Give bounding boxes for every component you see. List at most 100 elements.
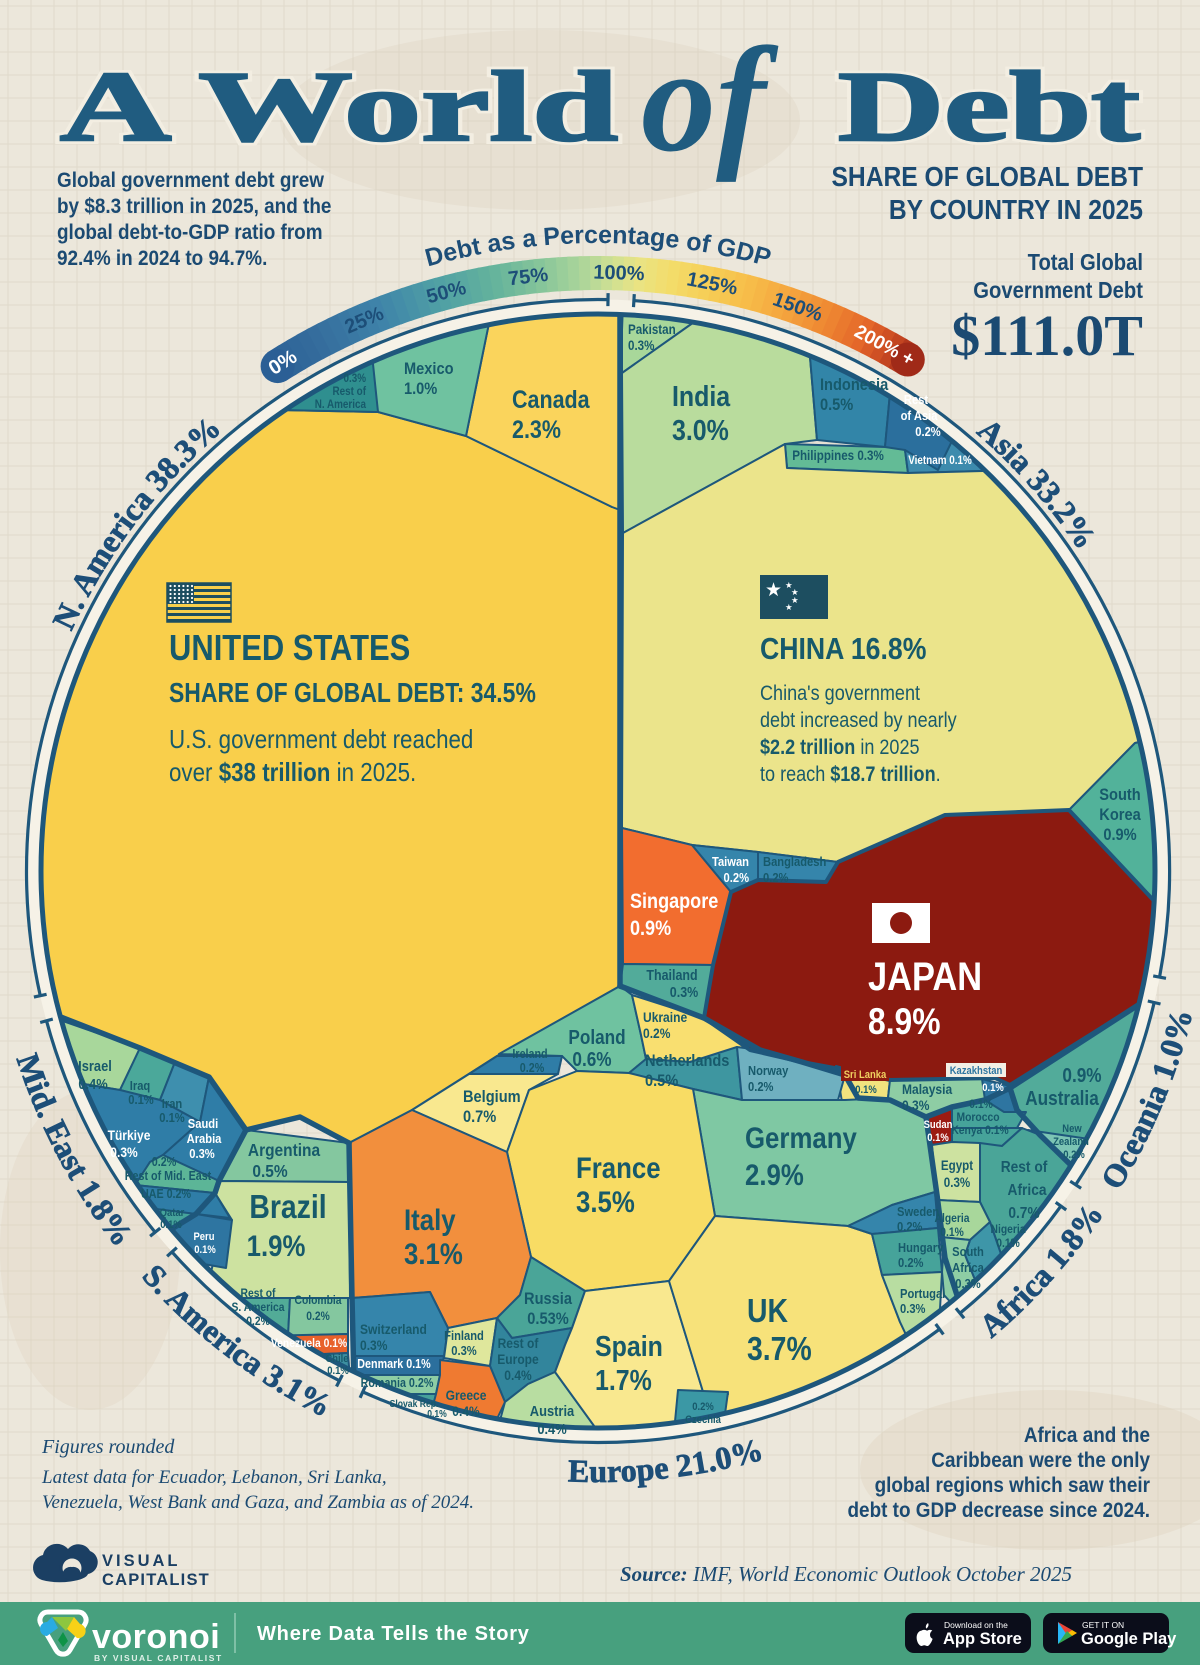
svg-text:Philippines 0.3%: Philippines 0.3% — [792, 448, 884, 463]
svg-text:Greece: Greece — [446, 1387, 487, 1403]
svg-text:over $38 trillion in 2025.: over $38 trillion in 2025. — [169, 758, 416, 787]
svg-text:2.3%: 2.3% — [512, 415, 561, 443]
svg-text:2.9%: 2.9% — [745, 1158, 804, 1191]
svg-text:0.9%: 0.9% — [1103, 826, 1136, 844]
svg-text:Sweden: Sweden — [897, 1204, 939, 1219]
svg-text:0.1%: 0.1% — [327, 1365, 349, 1377]
svg-text:VISUAL: VISUAL — [102, 1552, 181, 1570]
svg-text:Finland: Finland — [444, 1328, 484, 1343]
svg-text:0.5%: 0.5% — [820, 396, 853, 414]
svg-text:0.1%: 0.1% — [996, 1237, 1020, 1250]
svg-text:0.6%: 0.6% — [572, 1048, 612, 1071]
svg-text:0.9%: 0.9% — [1062, 1064, 1102, 1087]
svg-text:Germany: Germany — [745, 1121, 857, 1154]
svg-text:Debt: Debt — [838, 51, 1140, 162]
svg-text:India: India — [672, 380, 731, 412]
svg-text:Slovak Rep.: Slovak Rep. — [390, 1398, 439, 1409]
svg-text:Mexico: Mexico — [404, 360, 454, 378]
svg-text:Belgium: Belgium — [463, 1088, 521, 1106]
svg-text:Peru: Peru — [193, 1231, 214, 1243]
svg-text:UAE 0.2%: UAE 0.2% — [141, 1187, 192, 1201]
svg-text:0.3%: 0.3% — [110, 1144, 138, 1160]
svg-text:Debt: Debt — [838, 51, 1140, 162]
svg-text:★: ★ — [785, 580, 793, 590]
svg-text:Government Debt: Government Debt — [973, 277, 1143, 304]
svg-text:0.3%: 0.3% — [900, 1301, 926, 1316]
svg-text:Google Play: Google Play — [1081, 1630, 1177, 1648]
svg-text:A World: A World — [60, 51, 618, 162]
svg-text:GET IT ON: GET IT ON — [1082, 1620, 1124, 1630]
svg-text:3.7%: 3.7% — [747, 1330, 812, 1368]
svg-text:Vietnam 0.1%: Vietnam 0.1% — [908, 454, 972, 467]
svg-text:App Store: App Store — [943, 1630, 1022, 1648]
svg-text:Bangladesh: Bangladesh — [763, 854, 826, 869]
svg-text:0.2%: 0.2% — [897, 1219, 923, 1234]
svg-text:CAPITALIST: CAPITALIST — [102, 1571, 210, 1589]
svg-text:1.0%: 1.0% — [404, 380, 437, 398]
svg-text:Europe: Europe — [497, 1351, 538, 1367]
svg-text:0.3%: 0.3% — [360, 1337, 388, 1353]
svg-text:★: ★ — [791, 595, 799, 605]
svg-text:Rest of: Rest of — [498, 1335, 539, 1351]
svg-text:Rest of: Rest of — [241, 1287, 276, 1300]
svg-text:0.9%: 0.9% — [630, 917, 671, 941]
svg-text:0.3%: 0.3% — [451, 1343, 477, 1358]
svg-text:0.1%: 0.1% — [927, 1132, 949, 1144]
svg-text:3.5%: 3.5% — [576, 1185, 635, 1218]
svg-text:debt increased by nearly: debt increased by nearly — [760, 709, 957, 733]
svg-text:Iraq: Iraq — [130, 1078, 150, 1093]
svg-text:Hungary: Hungary — [898, 1240, 944, 1255]
svg-text:Austria: Austria — [530, 1402, 575, 1419]
svg-text:Argentina: Argentina — [248, 1140, 321, 1160]
svg-text:3.1%: 3.1% — [404, 1237, 463, 1270]
svg-text:by $8.3 trillion in 2025, and: by $8.3 trillion in 2025, and the — [57, 195, 331, 218]
svg-text:to reach $18.7 trillion.: to reach $18.7 trillion. — [760, 763, 941, 787]
svg-text:0.3%: 0.3% — [902, 1097, 930, 1113]
svg-text:Chile: Chile — [325, 1353, 348, 1365]
svg-text:SHARE OF GLOBAL DEBT: 34.5%: SHARE OF GLOBAL DEBT: 34.5% — [169, 678, 536, 709]
svg-text:0.3%: 0.3% — [955, 1276, 981, 1291]
svg-text:Egypt: Egypt — [941, 1158, 974, 1173]
svg-text:Norway: Norway — [748, 1063, 789, 1078]
svg-text:★: ★ — [791, 587, 799, 597]
svg-text:JAPAN: JAPAN — [868, 954, 982, 999]
svg-text:Russia: Russia — [524, 1290, 572, 1308]
svg-text:Africa: Africa — [1008, 1181, 1048, 1199]
svg-text:Sudan: Sudan — [924, 1119, 953, 1131]
svg-text:8.9%: 8.9% — [868, 1002, 941, 1043]
svg-text:0.2%: 0.2% — [1063, 1149, 1085, 1161]
svg-text:0.2%: 0.2% — [246, 1315, 270, 1328]
svg-text:Iran: Iran — [162, 1096, 182, 1111]
svg-text:0.1%: 0.1% — [194, 1244, 216, 1256]
svg-text:0.2%: 0.2% — [763, 870, 789, 885]
svg-text:N. America: N. America — [315, 398, 367, 411]
svg-text:Poland: Poland — [568, 1026, 625, 1049]
svg-text:Denmark 0.1%: Denmark 0.1% — [357, 1357, 431, 1371]
svg-text:Brazil: Brazil — [249, 1188, 326, 1226]
svg-text:Singapore: Singapore — [630, 890, 718, 914]
svg-text:100%: 100% — [593, 262, 645, 286]
svg-text:0.2%: 0.2% — [748, 1079, 774, 1094]
svg-text:★: ★ — [765, 580, 782, 601]
svg-text:Malaysia: Malaysia — [902, 1081, 953, 1097]
svg-text:S. America: S. America — [232, 1301, 286, 1314]
svg-text:Arabia: Arabia — [187, 1131, 222, 1146]
svg-text:global debt-to-GDP ratio from: global debt-to-GDP ratio from — [57, 221, 323, 244]
svg-text:Canada: Canada — [512, 385, 591, 413]
svg-text:Saudi: Saudi — [188, 1116, 218, 1131]
svg-text:0.5%: 0.5% — [645, 1072, 678, 1090]
svg-text:China's government: China's government — [760, 682, 921, 706]
svg-text:★: ★ — [785, 602, 793, 612]
svg-text:0.1%: 0.1% — [128, 1092, 154, 1107]
svg-text:Romania 0.2%: Romania 0.2% — [361, 1376, 434, 1390]
svg-text:Korea: Korea — [1099, 806, 1141, 824]
svg-text:of Asia: of Asia — [901, 408, 938, 423]
svg-text:0.1%: 0.1% — [982, 1082, 1004, 1094]
svg-text:0.53%: 0.53% — [527, 1310, 568, 1328]
svg-text:0.4%: 0.4% — [504, 1367, 532, 1383]
svg-text:$2.2 trillion in 2025: $2.2 trillion in 2025 — [760, 736, 920, 760]
svg-text:Algeria: Algeria — [935, 1212, 971, 1225]
svg-text:CHINA 16.8%: CHINA 16.8% — [760, 632, 926, 666]
svg-text:0.2%: 0.2% — [724, 870, 750, 885]
svg-text:0.2%: 0.2% — [152, 1155, 177, 1169]
